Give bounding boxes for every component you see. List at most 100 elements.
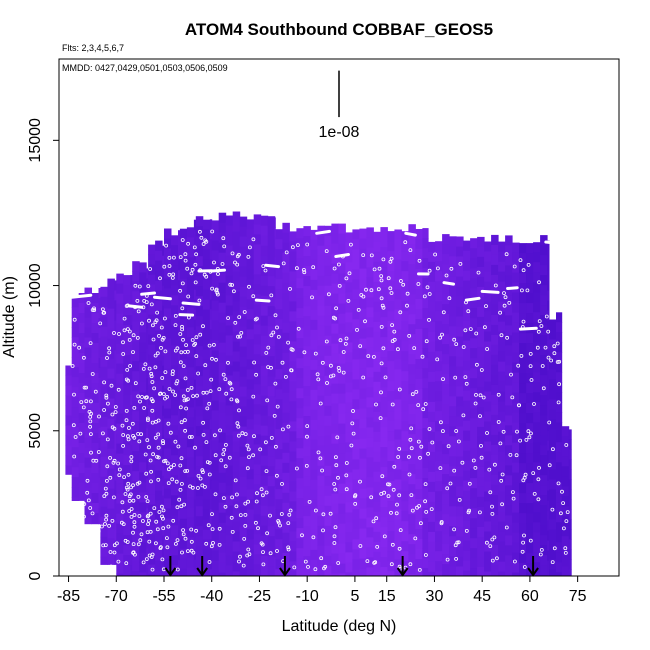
sample-point [409, 493, 414, 498]
curtain-cell [408, 234, 416, 245]
sample-point [492, 462, 497, 467]
sample-point [235, 262, 240, 267]
curtain-cell [387, 351, 395, 362]
curtain-cell [171, 355, 179, 366]
curtain-cell [98, 458, 101, 469]
sample-point [160, 376, 165, 380]
curtain-cell [470, 248, 478, 259]
sample-point [237, 315, 242, 320]
sample-point [161, 335, 166, 340]
curtain-cell [132, 461, 140, 472]
curtain-cell [540, 475, 548, 486]
sample-point [205, 460, 210, 465]
curtain-cell [246, 559, 255, 570]
curtain-cell [435, 391, 443, 402]
curtain-cell [373, 441, 381, 453]
curtain-cell [456, 326, 464, 337]
sample-point [289, 368, 294, 373]
curtain-cell [533, 262, 541, 273]
sample-point [551, 447, 555, 452]
curtain-cell [456, 246, 464, 257]
curtain-cell [186, 557, 195, 568]
curtain-cell [519, 553, 527, 564]
curtain-cell [568, 489, 572, 500]
curtain-cell [519, 463, 527, 474]
sample-point [376, 287, 381, 292]
x-tick-label: -85 [57, 588, 80, 605]
curtain-cell [202, 569, 211, 576]
sample-point [286, 521, 291, 525]
curtain-cell [449, 396, 457, 407]
curtain-cell [155, 380, 163, 392]
curtain-cell [260, 385, 269, 397]
sample-point [468, 327, 473, 332]
curtain-cell [289, 551, 297, 562]
sample-point [175, 567, 180, 572]
curtain-cell [394, 479, 402, 490]
curtain-cell [512, 552, 520, 564]
sample-point [200, 470, 205, 475]
curtain-cell [209, 359, 213, 370]
sample-point [150, 420, 155, 425]
curtain-cell [178, 420, 181, 431]
curtain-cell [132, 471, 140, 482]
curtain-cell [253, 334, 262, 345]
sample-point [522, 533, 526, 538]
curtain-cell [331, 533, 339, 545]
curtain-cell [218, 372, 227, 384]
curtain-cell [186, 227, 195, 238]
curtain-cell [155, 330, 163, 342]
sample-point [91, 562, 95, 567]
sample-point [146, 513, 151, 518]
curtain-cell [428, 481, 436, 493]
curtain-cell [114, 500, 117, 511]
curtain-cell [162, 275, 165, 287]
curtain-cell [303, 436, 311, 447]
curtain-cell [394, 239, 402, 250]
sample-point [319, 556, 324, 561]
curtain-cell [162, 385, 165, 397]
curtain-cell [512, 342, 520, 354]
curtain-cell [484, 431, 492, 442]
sample-point [189, 527, 194, 532]
curtain-cell [408, 314, 416, 325]
curtain-cell [193, 309, 197, 321]
sample-point [167, 255, 172, 260]
curtain-cell [477, 446, 485, 458]
curtain-cell [352, 479, 360, 490]
sample-point [120, 500, 125, 505]
curtain-cell [296, 478, 304, 489]
curtain-cell [491, 344, 499, 356]
curtain-cell [505, 435, 513, 446]
curtain-cell [164, 378, 172, 389]
curtain-cell [186, 347, 195, 358]
sample-point [201, 432, 206, 437]
curtain-cell [116, 543, 124, 555]
curtain-cell [275, 439, 283, 450]
curtain-cell [155, 510, 163, 522]
curtain-cell [373, 421, 381, 433]
sample-point [243, 524, 248, 528]
curtain-cell [296, 528, 304, 539]
sample-point [479, 443, 483, 448]
curtain-cell [380, 337, 388, 348]
sample-point [377, 266, 382, 271]
sample-point [77, 345, 81, 350]
sample-point [210, 229, 215, 234]
curtain-cell [202, 509, 211, 521]
curtain-cell [107, 488, 115, 500]
sample-point [320, 360, 325, 365]
curtain-cell [422, 528, 429, 539]
curtain-cell [178, 560, 181, 571]
curtain-cell [338, 433, 346, 445]
sample-point [265, 398, 270, 403]
curtain-cell [359, 228, 367, 240]
curtain-cell [130, 435, 133, 446]
curtain-cell [146, 328, 149, 339]
sample-point [235, 421, 240, 426]
curtain-cell [359, 498, 367, 510]
curtain-cell [373, 551, 381, 563]
curtain-cell [218, 302, 227, 314]
curtain-cell [107, 518, 115, 530]
sample-point [379, 278, 384, 283]
